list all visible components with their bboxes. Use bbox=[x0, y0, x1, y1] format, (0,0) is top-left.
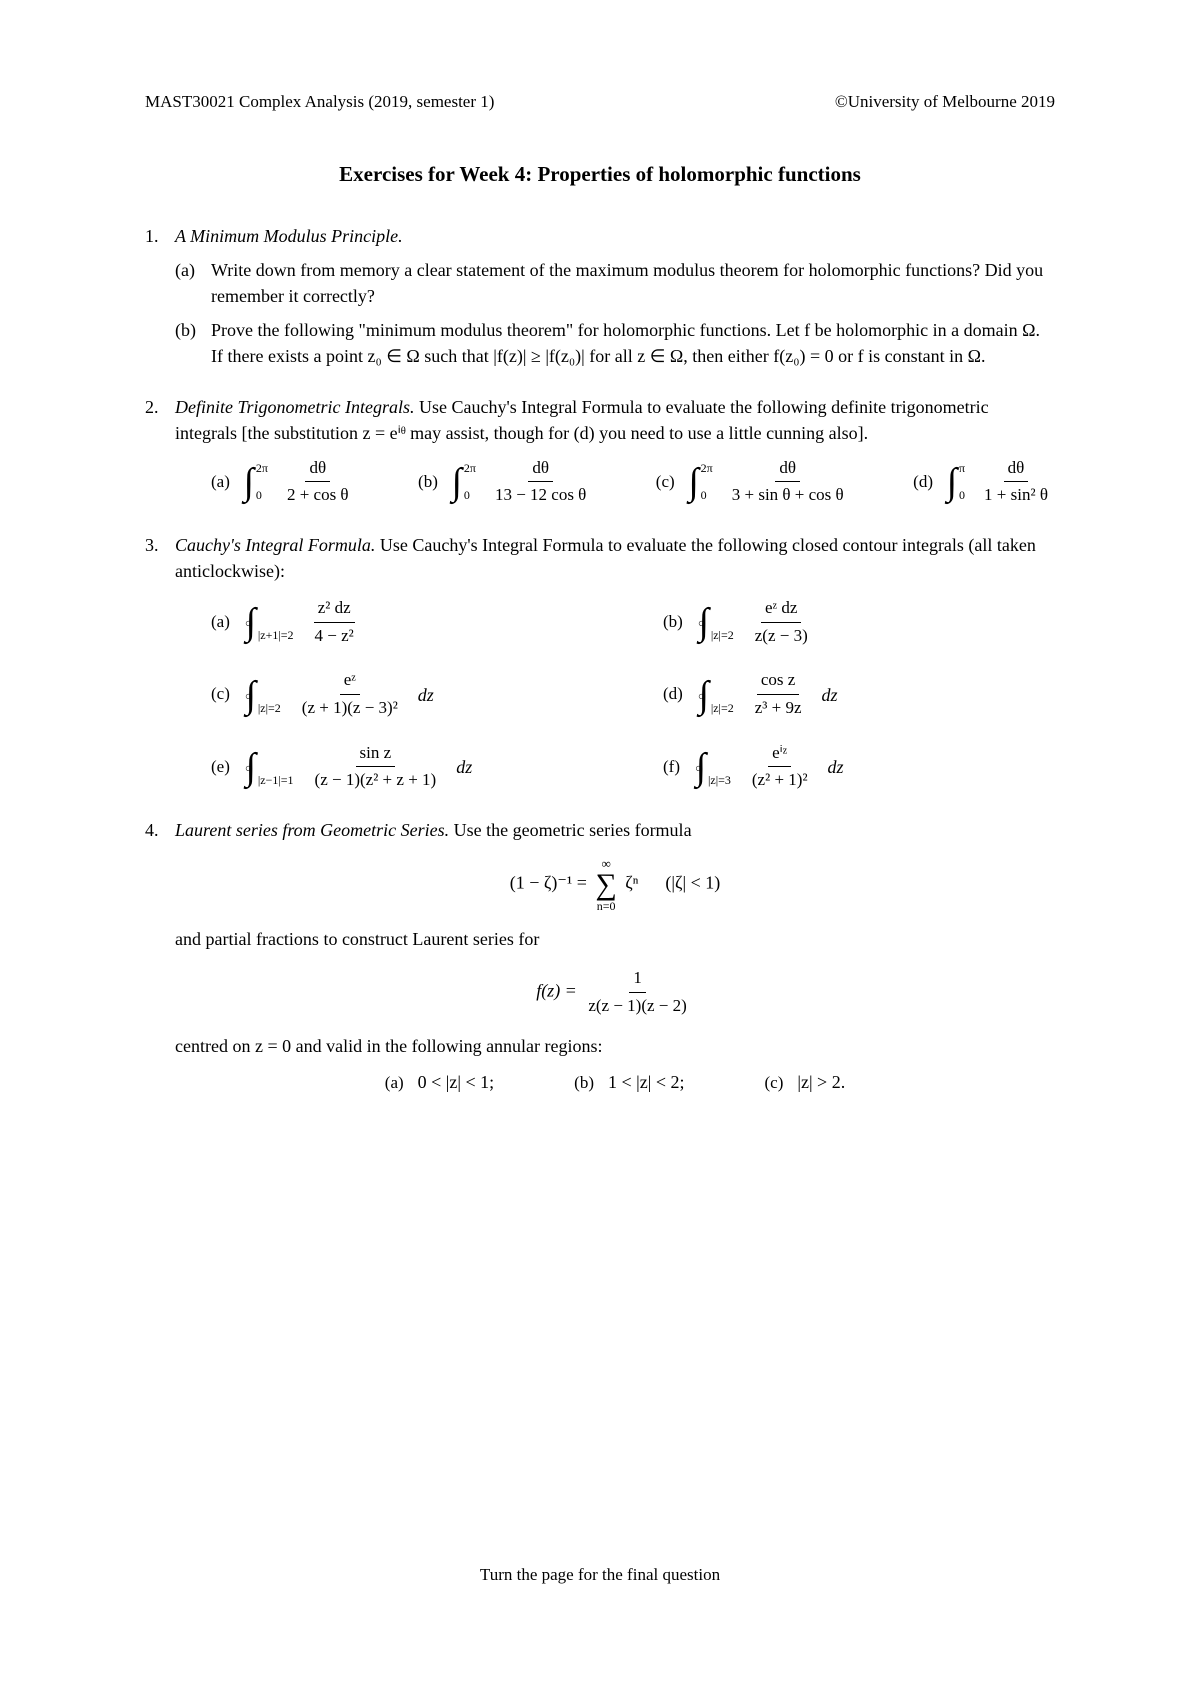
question-1: A Minimum Modulus Principle. Write down … bbox=[145, 223, 1055, 369]
q1-title: A Minimum Modulus Principle. bbox=[175, 226, 403, 246]
q4-title: Laurent series from Geometric Series. bbox=[175, 820, 449, 840]
q4-f-den: z(z − 1)(z − 2) bbox=[584, 993, 690, 1019]
question-list: A Minimum Modulus Principle. Write down … bbox=[145, 223, 1055, 1095]
region-text: 1 < |z| < 2; bbox=[608, 1069, 685, 1095]
part-label: (a) bbox=[211, 470, 230, 495]
page-footer: Turn the page for the final question bbox=[0, 1563, 1200, 1588]
q2-integral-cell: (c) ∫2π0 dθ3 + sin θ + cos θ bbox=[656, 456, 851, 508]
contour-integral-icon: ∫ |z|=2 bbox=[693, 602, 738, 642]
question-4: Laurent series from Geometric Series. Us… bbox=[145, 817, 1055, 1095]
contour-integral-icon: ∫ |z+1|=2 bbox=[240, 602, 298, 642]
q3-integral-cell: (c) ∫ |z|=2 eᶻ(z + 1)(z − 3)² dz bbox=[211, 668, 603, 720]
contour-integral-icon: ∫ |z|=2 bbox=[240, 674, 285, 714]
integrand-fraction: z² dz4 − z² bbox=[311, 596, 358, 648]
q3-integral-cell: (f) ∫ |z|=3 eⁱᶻ(z² + 1)² dz bbox=[663, 741, 1055, 793]
integrand-fraction: eᶻ(z + 1)(z − 3)² bbox=[298, 668, 402, 720]
q4-regions-row: (a) 0 < |z| < 1; (b) 1 < |z| < 2; (c) |z| > 2… bbox=[175, 1069, 1055, 1096]
q1-parts: Write down from memory a clear statement… bbox=[175, 257, 1055, 369]
q4-intro: Use the geometric series formula bbox=[449, 820, 691, 840]
q4-function-def: f(z) = 1 z(z − 1)(z − 2) bbox=[175, 966, 1055, 1018]
integrand-fraction: cos zz³ + 9z bbox=[751, 668, 806, 720]
copyright: ©University of Melbourne 2019 bbox=[835, 90, 1055, 115]
sum-lower: n=0 bbox=[597, 900, 616, 912]
q2-integral-cell: (d) ∫π0 dθ1 + sin² θ bbox=[913, 456, 1055, 508]
q3-integral-cell: (e) ∫ |z−1|=1 sin z(z − 1)(z² + z + 1) dz bbox=[211, 741, 603, 793]
q4-f-lhs: f(z) = bbox=[536, 981, 581, 1001]
part-label: (d) bbox=[913, 470, 933, 495]
part-label: (c) bbox=[656, 470, 675, 495]
integrand-fraction: sin z(z − 1)(z² + z + 1) bbox=[311, 741, 441, 793]
q2-integral-cell: (b) ∫2π0 dθ13 − 12 cos θ bbox=[418, 456, 593, 508]
q4-region-cell: (c) |z| > 2. bbox=[764, 1069, 845, 1096]
integrand-fraction: eᶻ dzz(z − 3) bbox=[751, 596, 812, 648]
contour-integral-icon: ∫ |z−1|=1 bbox=[240, 747, 298, 787]
region-text: 0 < |z| < 1; bbox=[418, 1069, 495, 1095]
q3-integral-cell: (a) ∫ |z+1|=2 z² dz4 − z² bbox=[211, 596, 603, 648]
integrand-fraction: dθ1 + sin² θ bbox=[980, 456, 1052, 508]
q3-integral-cell: (d) ∫ |z|=2 cos zz³ + 9z dz bbox=[663, 668, 1055, 720]
integrand-fraction: dθ2 + cos θ bbox=[283, 456, 353, 508]
q1-part-a: Write down from memory a clear statement… bbox=[175, 257, 1055, 309]
q4-post-text: centred on z = 0 and valid in the follow… bbox=[175, 1033, 1055, 1059]
q4-formula-cond: (|ζ| < 1) bbox=[665, 873, 720, 893]
differential: dz bbox=[828, 754, 844, 780]
part-label: (c) bbox=[211, 682, 230, 707]
part-label: (f) bbox=[663, 755, 680, 780]
page-title: Exercises for Week 4: Properties of holo… bbox=[145, 159, 1055, 189]
q4-f-num: 1 bbox=[629, 966, 646, 993]
sum-body: ζⁿ bbox=[625, 873, 638, 893]
integral-icon: ∫2π0 bbox=[238, 462, 272, 502]
integrand-fraction: dθ3 + sin θ + cos θ bbox=[728, 456, 848, 508]
part-label: (b) bbox=[574, 1071, 594, 1096]
contour-integral-icon: ∫ |z|=2 bbox=[693, 674, 738, 714]
q3-integral-cell: (b) ∫ |z|=2 eᶻ dzz(z − 3) bbox=[663, 596, 1055, 648]
q4-f-fraction: 1 z(z − 1)(z − 2) bbox=[584, 966, 690, 1018]
part-label: (a) bbox=[385, 1071, 404, 1096]
integral-icon: ∫π0 bbox=[941, 462, 969, 502]
differential: dz bbox=[822, 682, 838, 708]
part-label: (b) bbox=[418, 470, 438, 495]
part-label: (e) bbox=[211, 755, 230, 780]
q3-title: Cauchy's Integral Formula. bbox=[175, 535, 375, 555]
question-3: Cauchy's Integral Formula. Use Cauchy's … bbox=[145, 532, 1055, 793]
q4-region-cell: (b) 1 < |z| < 2; bbox=[574, 1069, 684, 1096]
q2-title: Definite Trigonometric Integrals. bbox=[175, 397, 414, 417]
q4-region-cell: (a) 0 < |z| < 1; bbox=[385, 1069, 494, 1096]
region-text: |z| > 2. bbox=[797, 1069, 845, 1095]
integrand-fraction: eⁱᶻ(z² + 1)² bbox=[748, 741, 812, 793]
differential: dz bbox=[418, 682, 434, 708]
differential: dz bbox=[456, 754, 472, 780]
page-header: MAST30021 Complex Analysis (2019, semest… bbox=[145, 90, 1055, 115]
summation-symbol: ∞ ∑ n=0 bbox=[595, 857, 616, 912]
part-label: (d) bbox=[663, 682, 683, 707]
part-label: (b) bbox=[663, 610, 683, 635]
contour-integral-icon: ∫ |z|=3 bbox=[690, 747, 735, 787]
integrand-fraction: dθ13 − 12 cos θ bbox=[491, 456, 590, 508]
part-label: (c) bbox=[764, 1071, 783, 1096]
q3-integrals-grid: (a) ∫ |z+1|=2 z² dz4 − z² (b) ∫ |z|=2 eᶻ dzz(… bbox=[175, 596, 1055, 793]
question-2: Definite Trigonometric Integrals. Use Ca… bbox=[145, 394, 1055, 508]
part-label: (a) bbox=[211, 610, 230, 635]
q4-formula-lhs: (1 − ζ)⁻¹ = bbox=[510, 873, 592, 893]
q2-integral-cell: (a) ∫2π0 dθ2 + cos θ bbox=[211, 456, 356, 508]
integral-icon: ∫2π0 bbox=[446, 462, 480, 502]
q1-part-b: Prove the following "minimum modulus the… bbox=[175, 317, 1055, 369]
sigma-icon: ∑ bbox=[595, 870, 616, 900]
integral-icon: ∫2π0 bbox=[683, 462, 717, 502]
course-code: MAST30021 Complex Analysis (2019, semest… bbox=[145, 90, 494, 115]
q4-mid-text: and partial fractions to construct Laure… bbox=[175, 926, 1055, 952]
q4-geometric-series: (1 − ζ)⁻¹ = ∞ ∑ n=0 ζⁿ (|ζ| < 1) bbox=[175, 857, 1055, 912]
q2-integrals-row: (a) ∫2π0 dθ2 + cos θ (b) ∫2π0 dθ13 − 12 cos θ… bbox=[175, 456, 1055, 508]
